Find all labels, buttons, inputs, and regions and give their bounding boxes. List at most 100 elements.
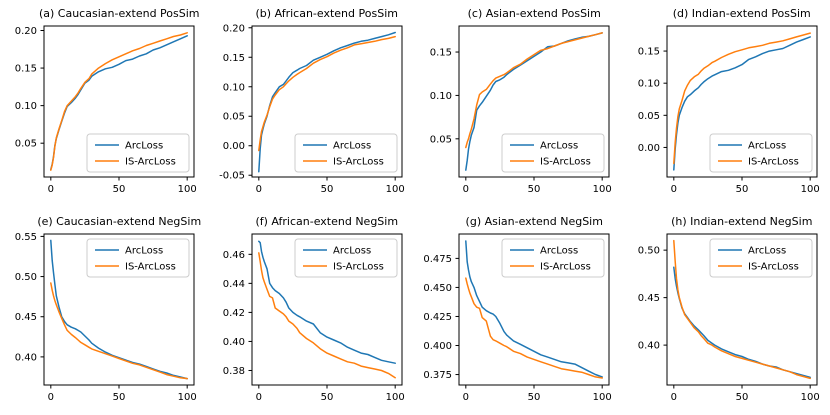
y-tick-label: 0.50: [15, 272, 37, 283]
chart-panel: (a) Caucasian-extend PosSim 0.05 0.10 0.15…: [0, 0, 208, 208]
legend-label: ArcLoss: [125, 141, 163, 152]
chart-plot: 0.05 0.10 0.15 0.20 0 50 100 ArcLoss IS-ArcLoss: [15, 25, 197, 195]
chart-title: (b) African-extend PosSim: [255, 7, 398, 20]
y-tick-label: 0.20: [15, 26, 37, 37]
y-tick-label: 0.05: [637, 111, 659, 122]
series-line-arcloss: [465, 32, 603, 171]
legend-box: [709, 133, 812, 173]
series-line-is-arcloss: [50, 281, 188, 379]
x-tick-label: 50: [735, 392, 748, 403]
chart-title: (c) Asian-extend PosSim: [467, 7, 601, 20]
y-tick-label: 0.10: [222, 82, 244, 93]
legend-label: ArcLoss: [540, 141, 578, 152]
series-line-is-arcloss: [465, 276, 603, 379]
y-tick-label: 0.46: [222, 249, 244, 260]
chart-panel: (g) Asian-extend NegSim 0.375 0.400 0.425 0…: [415, 208, 623, 415]
x-tick-label: 0: [463, 184, 469, 195]
series-line-is-arcloss: [257, 35, 396, 152]
y-tick-label: 0.45: [15, 312, 37, 323]
chart-panel: (d) Indian-extend PosSim 0.00 0.05 0.10 0.1…: [623, 0, 830, 208]
series-line-arcloss: [465, 239, 603, 378]
legend-label: ArcLoss: [540, 245, 578, 256]
series-line-arcloss: [672, 265, 811, 378]
x-tick-label: 50: [528, 392, 541, 403]
legend-label: IS-ArcLoss: [748, 261, 799, 272]
series-line-arcloss: [672, 36, 811, 171]
legend-label: IS-ArcLoss: [333, 157, 384, 168]
series-line-is-arcloss: [465, 32, 603, 149]
y-tick-label: 0.00: [222, 141, 244, 152]
series-line-is-arcloss: [672, 239, 811, 379]
y-tick-label: 0.42: [222, 307, 244, 318]
x-tick-label: 0: [463, 392, 469, 403]
legend-label: IS-ArcLoss: [333, 261, 384, 272]
series-line-is-arcloss: [50, 32, 188, 171]
x-tick-label: 0: [48, 184, 54, 195]
chart-plot: 0.38 0.40 0.42 0.44 0.46 0 50 100 ArcLoss IS-ArcL…: [222, 233, 404, 403]
legend-box: [709, 238, 812, 277]
x-tick-label: 100: [593, 184, 612, 195]
y-tick-label: 0.450: [423, 282, 452, 293]
chart-title: (a) Caucasian-extend PosSim: [38, 7, 200, 20]
chart-panel: (e) Caucasian-extend NegSim 0.40 0.45 0.50…: [0, 208, 208, 415]
y-tick-label: 0.40: [15, 352, 37, 363]
y-tick-label: 0.425: [423, 311, 452, 322]
legend-label: ArcLoss: [333, 141, 371, 152]
y-tick-label: 0.15: [430, 48, 452, 59]
y-tick-label: 0.55: [15, 231, 37, 242]
chart-title: (e) Caucasian-extend NegSim: [37, 214, 202, 228]
chart-plot: 0.05 0.10 0.15 0 50 100 ArcLoss IS-ArcLoss: [430, 25, 612, 195]
legend-label: IS-ArcLoss: [748, 157, 799, 168]
y-tick-label: 0.05: [222, 112, 244, 123]
series-line-arcloss: [50, 239, 188, 379]
chart-plot: 0.40 0.45 0.50 0 50 100 ArcLoss IS-ArcLoss: [637, 233, 819, 403]
y-tick-label: 0.40: [637, 340, 659, 351]
y-tick-label: 0.00: [637, 143, 659, 154]
x-tick-label: 100: [178, 184, 197, 195]
x-tick-label: 50: [113, 184, 126, 195]
x-tick-label: 100: [800, 392, 819, 403]
legend-box: [294, 133, 397, 173]
y-tick-label: -0.05: [219, 171, 245, 182]
y-tick-label: 0.10: [637, 79, 659, 90]
series-line-is-arcloss: [257, 251, 396, 378]
y-tick-label: 0.44: [222, 278, 244, 289]
chart-title: (d) Indian-extend PosSim: [672, 7, 811, 20]
legend-label: ArcLoss: [748, 141, 786, 152]
x-tick-label: 50: [320, 392, 333, 403]
chart-title: (h) Indian-extend NegSim: [671, 214, 813, 228]
y-tick-label: 0.20: [222, 23, 244, 34]
legend-box: [501, 238, 605, 277]
legend-label: IS-ArcLoss: [125, 261, 176, 272]
series-line-is-arcloss: [672, 32, 811, 165]
y-tick-label: 0.05: [15, 139, 37, 150]
x-tick-label: 0: [48, 392, 54, 403]
chart-panel: (h) Indian-extend NegSim 0.40 0.45 0.50 0 50…: [623, 208, 830, 415]
x-tick-label: 50: [113, 392, 126, 403]
y-tick-label: 0.475: [423, 253, 452, 264]
y-tick-label: 0.05: [430, 134, 452, 145]
x-tick-label: 100: [800, 184, 819, 195]
x-tick-label: 0: [670, 184, 676, 195]
legend-label: ArcLoss: [333, 245, 371, 256]
x-tick-label: 0: [670, 392, 676, 403]
x-tick-label: 0: [255, 184, 261, 195]
chart-plot: 0.00 0.05 0.10 0.15 0 50 100 ArcLoss IS-ArcLoss: [637, 25, 819, 195]
series-line-arcloss: [257, 240, 396, 364]
y-tick-label: 0.15: [222, 53, 244, 64]
y-tick-label: 0.375: [423, 370, 452, 381]
chart-panel: (b) African-extend PosSim -0.05 0.00 0.05 0…: [208, 0, 416, 208]
y-tick-label: 0.15: [15, 64, 37, 75]
x-tick-label: 0: [255, 392, 261, 403]
y-tick-label: 0.50: [637, 245, 659, 256]
chart-title: (g) Asian-extend NegSim: [465, 214, 603, 228]
legend-box: [294, 238, 397, 277]
chart-plot: -0.05 0.00 0.05 0.10 0.15 0.20 0 50 100 ArcLoss IS…: [219, 23, 405, 195]
x-tick-label: 50: [528, 184, 541, 195]
legend-box: [501, 133, 605, 173]
x-tick-label: 100: [385, 392, 404, 403]
y-tick-label: 0.45: [637, 293, 659, 304]
x-tick-label: 100: [178, 392, 197, 403]
chart-plot: 0.40 0.45 0.50 0.55 0 50 100 ArcLoss IS-ArcLoss: [15, 231, 197, 403]
